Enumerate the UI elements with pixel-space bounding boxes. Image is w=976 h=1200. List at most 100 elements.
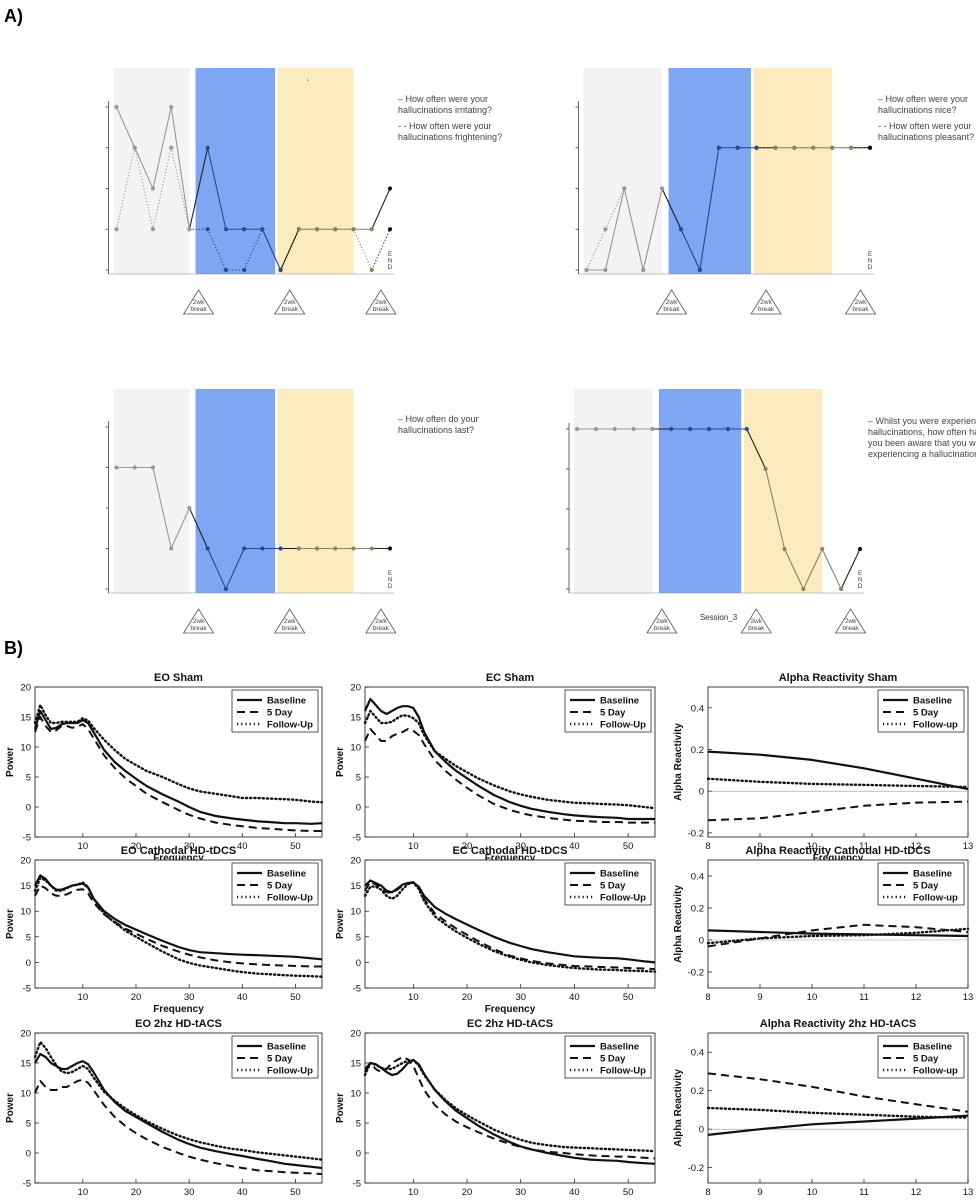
x-tick-label: 12	[911, 1187, 922, 1198]
series-segment	[152, 147, 172, 230]
y-tick-label: 0	[356, 958, 361, 969]
x-axis-label: Frequency	[813, 853, 864, 864]
data-point	[296, 227, 301, 232]
break-triangle	[740, 608, 772, 634]
y-tick-label: 10	[20, 1089, 31, 1100]
data-point	[697, 267, 703, 273]
series-line-baseline	[364, 1058, 656, 1165]
x-tick-label: 13	[963, 1187, 974, 1198]
data-point	[278, 546, 283, 551]
symptom-chart-1: 2wk break 2wk break 2wk break E N D – How often w…	[105, 68, 502, 315]
sham-region	[113, 68, 190, 274]
data-point	[114, 227, 119, 232]
x-tick-label: 20	[462, 1187, 473, 1198]
x-tick-label: 30	[184, 992, 195, 1003]
x-tick-label: 13	[963, 992, 974, 1003]
data-point	[205, 227, 210, 232]
x-tick-label: 10	[408, 1187, 419, 1198]
data-point	[849, 145, 854, 150]
series-line-5-day	[364, 880, 656, 971]
x-tick-label: 13	[963, 841, 974, 852]
y-axis-label: Power	[5, 909, 16, 939]
legend-label: Baseline	[913, 1042, 952, 1053]
eeg-chart-9: Alpha Reactivity 2hz HD-tACS -0.2 0 0.2 0.4 8…	[673, 1018, 973, 1200]
series-line-baseline	[707, 750, 969, 791]
series-line-follow-up	[363, 1058, 657, 1153]
data-point	[763, 466, 768, 472]
y-tick-label: 15	[20, 881, 31, 892]
x-tick-label: 40	[569, 992, 580, 1003]
y-tick-label: 0	[699, 787, 704, 798]
data-point	[387, 227, 393, 232]
x-tick-label: 10	[78, 841, 89, 852]
series-line-follow-up	[363, 881, 657, 973]
y-tick-label: 0.4	[691, 872, 704, 883]
data-point	[725, 426, 731, 432]
series-segment	[280, 229, 300, 271]
y-tick-label: -5	[23, 833, 31, 844]
eeg-chart-6: Alpha Reactivity Cathodal HD-tDCS -0.2 0 0.…	[673, 845, 973, 1003]
data-point	[650, 426, 655, 432]
data-point	[333, 546, 338, 551]
data-point	[773, 145, 778, 150]
series-segment	[243, 229, 263, 271]
data-point	[223, 267, 228, 273]
y-tick-label: 15	[20, 1059, 31, 1070]
data-point	[132, 465, 137, 470]
legend-label: 5 Day	[267, 708, 293, 719]
series-line-follow-up	[706, 1106, 970, 1119]
break-label: 2wk break	[373, 299, 390, 313]
tacs-region	[277, 68, 354, 274]
x-tick-label: 9	[757, 1187, 762, 1198]
data-point	[187, 505, 192, 511]
y-tick-label: 20	[350, 1029, 361, 1040]
data-point	[169, 145, 174, 150]
data-point	[205, 145, 210, 150]
data-point	[830, 145, 835, 150]
data-point	[205, 546, 210, 551]
legend-label: Baseline	[600, 869, 639, 880]
series-segment	[371, 229, 391, 271]
series-line-follow-up	[363, 709, 657, 810]
data-point	[782, 546, 787, 552]
legend-box	[564, 1035, 652, 1079]
eeg-chart-4: EO Cathodal HD-tDCS -5 0 5 10 15 20 10 20 30 40 50 F…	[5, 845, 324, 1015]
series-line-baseline	[363, 697, 655, 821]
data-point	[150, 186, 156, 191]
y-tick-label: 20	[350, 856, 361, 867]
x-tick-label: 30	[515, 1187, 526, 1198]
data-point	[603, 227, 608, 232]
series-segment	[821, 548, 842, 590]
x-axis-label: Frequency	[153, 853, 204, 864]
y-tick-label: 0.2	[691, 1086, 704, 1097]
eeg-chart-3: Alpha Reactivity Sham -0.2 0 0.2 0.4 8 9 10 11 12…	[673, 672, 973, 864]
chart-title: EO Cathodal HD-tDCS	[121, 845, 237, 857]
data-point	[114, 465, 119, 470]
legend-label: 5 Day	[913, 708, 939, 719]
y-tick-label: 5	[356, 1119, 361, 1130]
x-tick-label: 30	[184, 841, 195, 852]
series-line-5-day	[34, 1078, 323, 1175]
y-tick-label: 20	[350, 683, 361, 694]
data-point	[114, 104, 119, 110]
panel-a-label: A)	[4, 6, 23, 26]
series-line-follow-up	[33, 703, 324, 804]
data-point	[351, 227, 356, 232]
series-pleasant	[584, 145, 873, 273]
x-tick-label: 30	[515, 992, 526, 1003]
chart-title: EC Sham	[486, 672, 535, 684]
break-label: 2wk break	[282, 299, 299, 313]
series-segment	[604, 188, 625, 271]
data-point	[744, 426, 749, 432]
x-tick-label: 50	[290, 841, 301, 852]
x-tick-label: 40	[569, 841, 580, 852]
series-aware	[574, 426, 863, 592]
eeg-chart-8: EC 2hz HD-tACS-5051015201020304050Freque…	[335, 1018, 657, 1200]
chart-title: Alpha Reactivity Sham	[779, 672, 898, 684]
y-tick-label: 15	[350, 713, 361, 724]
legend-label: 5 Day	[913, 881, 939, 892]
x-tick-label: 40	[237, 841, 248, 852]
y-tick-label: 15	[20, 713, 31, 724]
x-tick-label: 40	[569, 1187, 580, 1198]
